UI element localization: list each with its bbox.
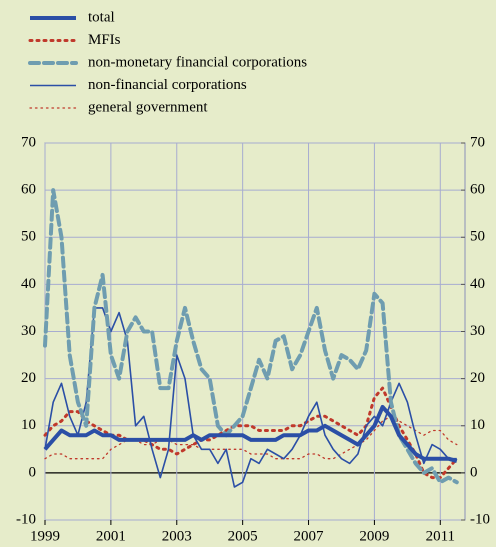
legend-label: non-monetary financial corporations: [88, 54, 307, 70]
series-line: [44, 307, 457, 488]
legend-label: total: [88, 9, 115, 25]
y-tick-label: 0: [29, 464, 37, 480]
x-tick-label: 2005: [228, 528, 258, 544]
series-line: [43, 404, 458, 464]
y-tick-label: 20: [21, 370, 36, 386]
y2-tick-label: 70: [470, 134, 485, 150]
legend-label: MFIs: [88, 32, 121, 48]
y-tick-label: 50: [21, 229, 36, 245]
series-line: [43, 188, 459, 485]
y2-tick-label: 10: [470, 417, 485, 433]
x-tick-label: 2007: [294, 528, 325, 544]
y2-tick-label: 30: [470, 323, 485, 339]
y-tick-label: 40: [21, 276, 36, 292]
x-tick-label: 1999: [30, 528, 60, 544]
y2-tick-label: 20: [470, 370, 485, 386]
legend-label: non-financial corporations: [88, 77, 247, 93]
y2-tick-label: 40: [470, 276, 485, 292]
x-tick-label: 2001: [96, 528, 126, 544]
y-tick-label: 60: [21, 182, 36, 198]
y2-tick-label: 60: [470, 182, 485, 198]
x-tick-label: 2011: [426, 528, 455, 544]
y2-tick-label: 50: [470, 229, 485, 245]
y2-tick-label: 0: [470, 464, 478, 480]
x-tick-label: 2003: [162, 528, 192, 544]
series-line: [44, 415, 458, 460]
y-tick-label: -10: [16, 511, 36, 527]
y2-tick-label: -10: [470, 511, 490, 527]
legend-label: general government: [88, 99, 208, 115]
series-line: [43, 386, 459, 480]
x-tick-label: 2009: [359, 528, 389, 544]
y-tick-label: 70: [21, 134, 36, 150]
y-tick-label: 10: [21, 417, 36, 433]
y-tick-label: 30: [21, 323, 36, 339]
